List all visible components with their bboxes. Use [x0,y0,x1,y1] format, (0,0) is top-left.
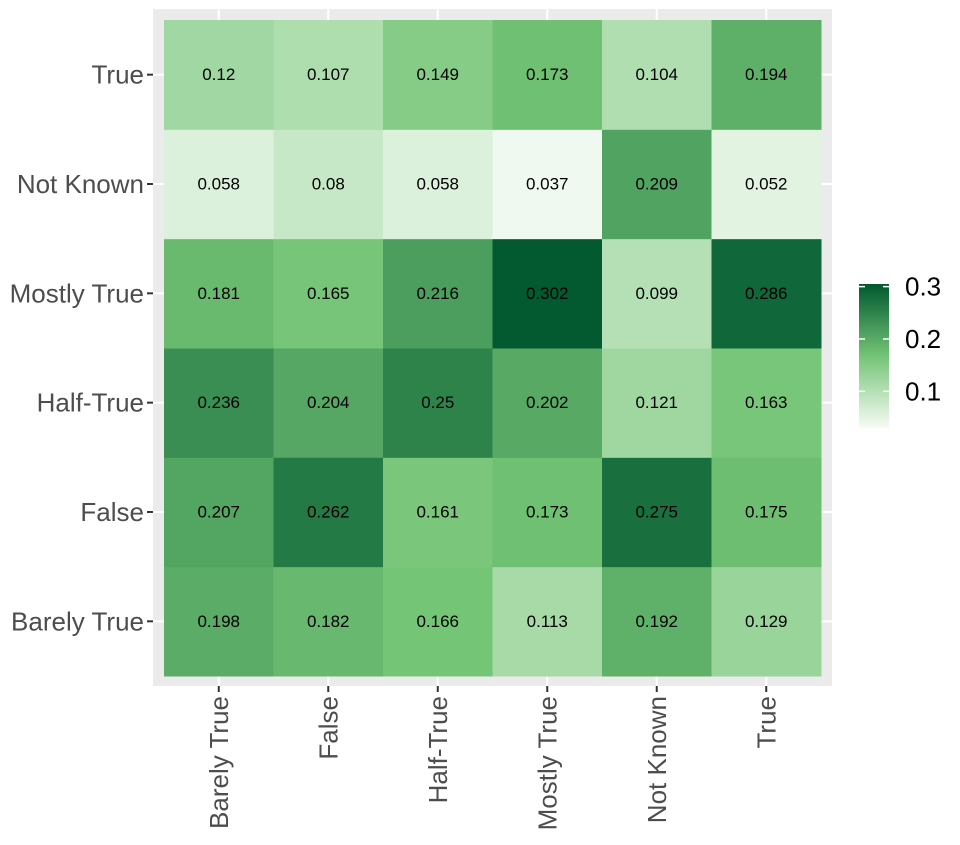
heatmap-cell [711,566,822,677]
heatmap-cell [164,20,274,130]
cell-value-label: 0.194 [745,65,788,84]
cell-value-label: 0.181 [197,284,240,303]
heatmap-cell [492,20,603,130]
cell-value-label: 0.052 [745,174,788,193]
heatmap-cell [602,20,712,130]
cell-value-label: 0.104 [635,65,678,84]
heatmap-cell [273,566,384,677]
heatmap-cell [383,20,493,130]
cell-value-label: 0.173 [526,502,569,521]
heatmap-cell [383,129,493,240]
heatmap-cell [711,129,822,240]
x-axis-tick-label: Barely True [204,696,234,829]
heatmap-cell [164,129,274,240]
heatmap-cell [711,238,822,349]
heatmap-cell [273,129,384,240]
cell-value-label: 0.198 [197,612,240,631]
y-axis-tick-label: Half-True [37,388,144,418]
cell-value-label: 0.262 [307,502,350,521]
cell-value-label: 0.113 [527,612,568,631]
heatmap-cell [383,347,493,458]
heatmap-cell [602,238,712,349]
x-axis-tick-label: Half-True [423,696,453,803]
cell-value-label: 0.204 [307,393,350,412]
cell-value-label: 0.209 [635,174,678,193]
cell-value-label: 0.25 [421,393,454,412]
heatmap-cell [164,566,274,677]
heatmap-cell [492,347,603,458]
heatmap-cell [273,238,384,349]
cell-value-label: 0.161 [416,502,459,521]
cell-value-label: 0.166 [416,612,459,631]
heatmap-cell [273,457,384,568]
heatmap-cell [383,566,493,677]
y-axis: Barely True False Half-True Mostly True Not … [10,60,153,636]
cell-value-label: 0.129 [745,612,788,631]
cell-value-label: 0.12 [202,65,235,84]
heatmap-cell [711,20,822,130]
y-axis-tick-label: False [80,497,144,527]
heatmap-cell [492,457,603,568]
heatmap-cell [273,20,384,130]
heatmap-cell [273,347,384,458]
cell-value-label: 0.202 [526,393,569,412]
cell-value-label: 0.175 [745,502,788,521]
heatmap-cell [711,347,822,458]
cell-value-label: 0.173 [526,65,569,84]
legend-tick-label: 0.3 [905,272,941,302]
heatmap-cell [383,457,493,568]
legend-tick-label: 0.2 [905,324,941,354]
heatmap-cell [383,238,493,349]
cell-value-label: 0.207 [197,502,240,521]
heatmap-cell [164,347,274,458]
heatmap-cell [602,347,712,458]
cell-value-label: 0.236 [197,393,240,412]
x-axis-tick-label: False [313,696,343,760]
x-axis-tick-label: True [751,696,781,749]
y-axis-tick-label: True [92,60,145,90]
cell-value-label: 0.216 [416,284,459,303]
cell-value-label: 0.099 [635,284,678,303]
cell-value-label: 0.037 [526,174,569,193]
x-axis-tick-label: Not Known [642,696,672,823]
y-axis-tick-label: Not Known [17,169,144,199]
heatmap-cell [602,129,712,240]
heatmap-cell [492,566,603,677]
cell-value-label: 0.182 [307,612,350,631]
heatmap-cell [711,457,822,568]
legend-tick-label: 0.1 [905,376,941,406]
cell-value-label: 0.192 [635,612,678,631]
cell-value-labels: 0.198 0.182 0.166 0.113 0.192 0.129 0.207 0.262… [197,65,787,631]
heatmap-cell [492,129,603,240]
cell-value-label: 0.163 [745,393,788,412]
cell-value-label: 0.286 [745,284,788,303]
heatmap-cells [164,20,822,677]
y-axis-tick-label: Mostly True [10,278,144,308]
cell-value-label: 0.165 [307,284,350,303]
cell-value-label: 0.107 [307,65,350,84]
heatmap-cell [164,457,274,568]
cell-value-label: 0.275 [635,502,678,521]
heatmap-cell [602,566,712,677]
cell-value-label: 0.302 [526,284,569,303]
cell-value-label: 0.08 [312,174,345,193]
color-legend: 0.1 0.2 0.3 [859,272,941,428]
y-axis-tick-label: Barely True [11,606,144,636]
cell-value-label: 0.149 [416,65,459,84]
cell-value-label: 0.058 [416,174,459,193]
x-axis: Barely True False Half-True Mostly True Not … [204,686,781,830]
x-axis-tick-label: Mostly True [532,696,562,830]
legend-colorbar [859,284,889,428]
heatmap-cell [164,238,274,349]
cell-value-label: 0.058 [197,174,240,193]
heatmap-cell [492,238,603,349]
heatmap-cell [602,457,712,568]
cell-value-label: 0.121 [635,393,678,412]
